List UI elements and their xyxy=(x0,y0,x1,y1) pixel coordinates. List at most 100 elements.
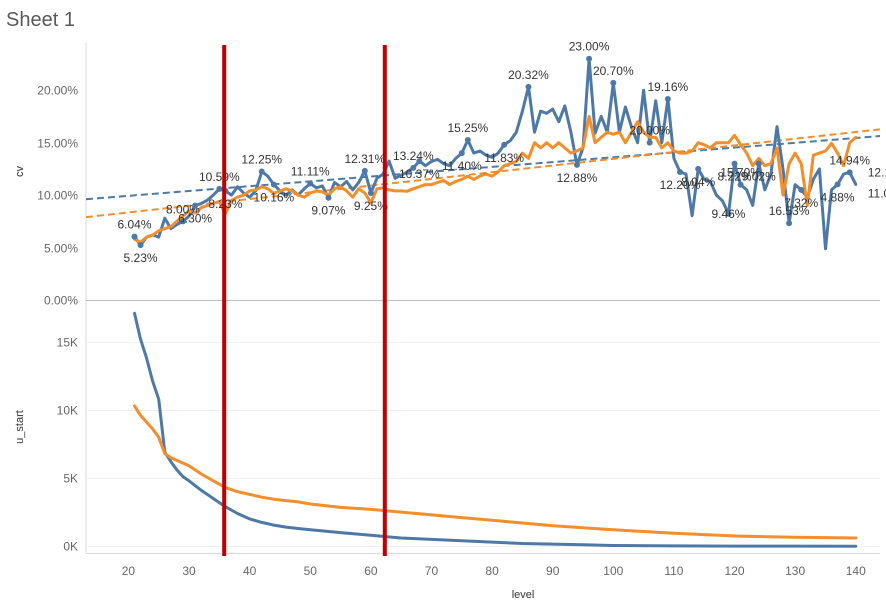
data-point xyxy=(464,137,471,144)
data-point xyxy=(737,181,744,188)
y-tick-label: 5K xyxy=(63,472,78,486)
x-tick-label: 70 xyxy=(425,564,439,578)
series-line xyxy=(133,57,858,251)
x-tick-label: 80 xyxy=(485,564,499,578)
y-tick-label: 10.00% xyxy=(37,189,78,203)
x-tick-label: 140 xyxy=(846,564,866,578)
data-label: 5.23% xyxy=(124,251,158,265)
data-point xyxy=(731,160,738,167)
data-label: 4.88% xyxy=(821,190,855,204)
data-label: 10.37% xyxy=(399,167,440,181)
y-tick-label: 5.00% xyxy=(44,242,78,256)
data-label: 11.02% xyxy=(868,187,886,201)
data-label: 10.16% xyxy=(254,191,295,205)
data-label: 20.70% xyxy=(593,64,634,78)
x-tick-label: 120 xyxy=(725,564,745,578)
data-label: 7.32% xyxy=(784,196,818,210)
pane-2: 0K 5K 10K 15K u_start xyxy=(14,311,880,554)
y-tick-label: 0K xyxy=(63,540,78,554)
data-label: 20.00% xyxy=(629,124,670,138)
data-label: 23.00% xyxy=(569,40,610,54)
y-tick-label: 10K xyxy=(57,404,78,418)
y-tick-label: 0.00% xyxy=(44,294,78,308)
data-point xyxy=(695,165,702,172)
sheet-title: Sheet 1 xyxy=(6,9,75,31)
x-tick-label: 90 xyxy=(546,564,560,578)
data-point xyxy=(216,185,223,192)
data-point xyxy=(131,233,138,240)
pane-1: 0.00% 5.00% 10.00% 15.00% 20.00% cv 6.04% 5.23%… xyxy=(14,40,886,308)
x-tick-label: 40 xyxy=(243,564,257,578)
data-label: 9.07% xyxy=(311,204,345,218)
data-point xyxy=(798,186,805,193)
data-point xyxy=(270,181,277,188)
data-label: 16.53% xyxy=(769,204,810,218)
data-point xyxy=(755,160,762,167)
data-label: 10.59% xyxy=(199,170,240,184)
data-point xyxy=(501,141,508,148)
x-tick-label: 50 xyxy=(304,564,318,578)
data-label: 11.11% xyxy=(291,164,330,178)
data-point xyxy=(834,181,841,188)
data-label: 8.22% xyxy=(718,170,752,184)
data-point xyxy=(192,202,199,209)
y-axis-title: u_start xyxy=(14,410,26,444)
data-point xyxy=(646,139,653,146)
data-point xyxy=(610,79,617,86)
data-label: 15.25% xyxy=(447,121,488,135)
series-line xyxy=(133,404,858,540)
data-point xyxy=(586,55,593,62)
data-point xyxy=(458,150,465,157)
data-point xyxy=(725,210,732,217)
data-point xyxy=(137,242,144,249)
data-point xyxy=(179,218,186,225)
data-label: 9.46% xyxy=(711,207,745,221)
data-label: 13.24% xyxy=(393,149,434,163)
data-label: 8.04% xyxy=(681,175,715,189)
data-label: 20.32% xyxy=(508,68,549,82)
data-point xyxy=(676,169,683,176)
data-label: 12.25% xyxy=(241,153,282,167)
data-label: 12.17% xyxy=(868,165,886,179)
x-tick-label: 100 xyxy=(603,564,623,578)
series-line xyxy=(133,311,858,548)
x-tick-label: 60 xyxy=(364,564,378,578)
data-point xyxy=(416,158,423,165)
data-label: 9.25% xyxy=(354,199,388,213)
data-label: 19.16% xyxy=(648,80,689,94)
data-point xyxy=(307,180,314,187)
y-tick-label: 20.00% xyxy=(37,84,78,98)
series-line xyxy=(133,114,858,244)
y-tick-label: 15.00% xyxy=(37,137,78,151)
data-label: 6.04% xyxy=(117,218,151,232)
x-axis-title: level xyxy=(512,589,535,601)
data-label: 15.70% xyxy=(720,166,761,180)
data-label: 12.20% xyxy=(660,178,701,192)
x-tick-label: 130 xyxy=(785,564,805,578)
data-point xyxy=(258,168,265,175)
data-point xyxy=(664,96,671,103)
y-tick-label: 15K xyxy=(57,336,78,350)
x-tick-label: 20 xyxy=(122,564,136,578)
data-label: 12.88% xyxy=(557,171,598,185)
data-point xyxy=(846,169,853,176)
data-point xyxy=(573,161,580,168)
data-label: 11.40% xyxy=(442,159,482,173)
data-label: 11.83% xyxy=(484,151,524,165)
data-label: 12.31% xyxy=(344,152,385,166)
y-axis-title: cv xyxy=(14,166,26,178)
data-label: 9.02% xyxy=(742,170,776,184)
data-point xyxy=(325,194,332,201)
data-label: 8.00% xyxy=(166,202,200,216)
data-label: 6.30% xyxy=(178,212,212,226)
x-tick-label: 110 xyxy=(664,564,683,578)
data-point xyxy=(786,220,793,227)
data-point xyxy=(361,167,368,174)
data-label: 14.94% xyxy=(829,153,870,167)
data-point xyxy=(367,190,374,197)
data-point xyxy=(410,164,417,171)
x-tick-label: 30 xyxy=(182,564,196,578)
data-point xyxy=(525,83,532,90)
